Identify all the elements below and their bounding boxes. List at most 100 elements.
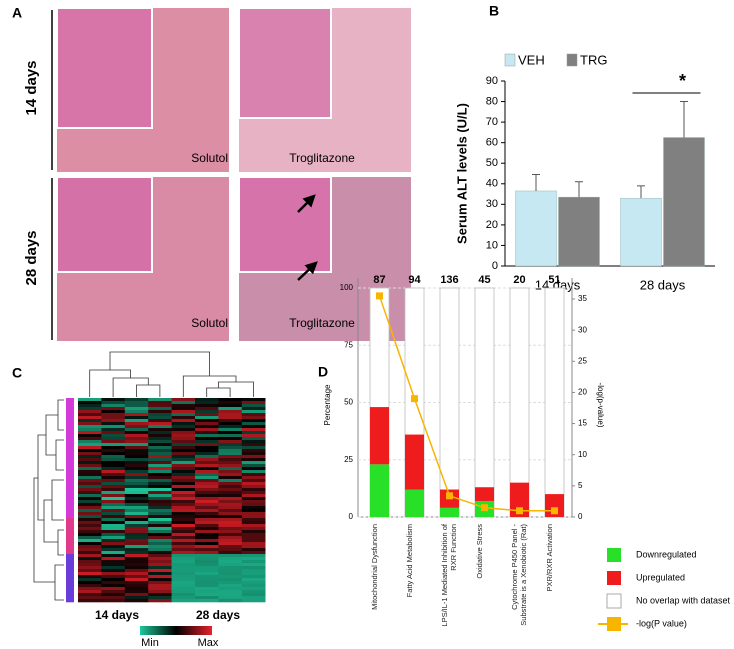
heatmap-cell — [101, 461, 126, 465]
heatmap-cell — [124, 491, 149, 495]
heatmap-cell — [195, 590, 219, 594]
heatmap-cell — [171, 416, 196, 420]
heatmap-cell — [101, 440, 126, 444]
cluster-bar — [66, 551, 74, 555]
heatmap-cell — [124, 545, 149, 549]
line-marker — [446, 492, 453, 500]
heatmap-cell — [171, 494, 196, 498]
heatmap-cell — [171, 572, 196, 576]
heatmap-cell — [171, 509, 196, 513]
heatmap-cell — [241, 524, 266, 528]
heatmap-cell — [218, 413, 243, 417]
heatmap-cell — [124, 413, 149, 417]
heatmap-cell — [218, 524, 243, 528]
heatmap-cell — [124, 575, 149, 579]
heatmap-cell — [195, 581, 219, 585]
heatmap-cell — [78, 560, 102, 564]
heatmap-cell — [101, 413, 126, 417]
dendrogram-link — [182, 375, 237, 397]
heatmap-cell — [148, 563, 172, 567]
heatmap-cell — [124, 485, 149, 489]
heatmap-cell — [148, 425, 172, 429]
cluster-bar — [66, 449, 74, 453]
cluster-bar — [66, 536, 74, 540]
heatmap-cell — [78, 446, 102, 450]
heatmap-cell — [78, 572, 102, 576]
heatmap-cell — [78, 530, 102, 534]
heatmap-cell — [195, 425, 219, 429]
panel-label: A — [12, 5, 22, 21]
heatmap-cell — [241, 464, 266, 468]
heatmap-cell — [241, 506, 266, 510]
heatmap-cell — [195, 500, 219, 504]
heatmap-cell — [241, 470, 266, 474]
heatmap-cell — [101, 485, 126, 489]
heatmap-cell — [195, 464, 219, 468]
heatmap-cell — [218, 473, 243, 477]
heatmap-cell — [218, 584, 243, 588]
heatmap-cell — [218, 530, 243, 534]
heatmap-cell — [195, 452, 219, 456]
bar — [515, 190, 557, 267]
cluster-bar — [66, 458, 74, 462]
heatmap-cell — [78, 563, 102, 567]
heatmap-cell — [171, 587, 196, 591]
cluster-bar — [66, 446, 74, 450]
heatmap-cell — [171, 443, 196, 447]
dendrogram-link — [43, 499, 58, 543]
heatmap-cell — [78, 497, 102, 501]
heatmap-cell — [218, 590, 243, 594]
heatmap-cell — [101, 416, 126, 420]
heatmap-cell — [148, 479, 172, 483]
heatmap-cell — [241, 416, 266, 420]
heatmap-cell — [241, 575, 266, 579]
heatmap-cell — [124, 500, 149, 504]
row-label: 28 days — [23, 230, 40, 285]
heatmap-cell — [241, 494, 266, 498]
y-tick-label: 0 — [492, 260, 498, 272]
heatmap-cell — [195, 524, 219, 528]
heatmap-cell — [124, 551, 149, 555]
column-total: 51 — [548, 274, 560, 286]
cluster-bar — [66, 566, 74, 570]
heatmap-cell — [148, 452, 172, 456]
heatmap-cell — [171, 500, 196, 504]
image-caption: Troglitazone — [289, 316, 355, 330]
line-marker — [516, 507, 523, 515]
heatmap-cell — [241, 530, 266, 534]
heatmap-cell — [171, 428, 196, 432]
heatmap-cell — [101, 401, 126, 405]
heatmap-cell — [171, 560, 196, 564]
heatmap-cell — [218, 515, 243, 519]
legend-label: TRG — [580, 52, 607, 67]
heatmap-cell — [78, 488, 102, 492]
heatmap-cell — [101, 560, 126, 564]
dendrogram-link — [109, 351, 210, 376]
heatmap-cell — [171, 524, 196, 528]
heatmap-cell — [171, 476, 196, 480]
heatmap-cell — [148, 509, 172, 513]
line — [378, 295, 555, 512]
y2-tick-label: 15 — [578, 419, 587, 428]
heatmap-cell — [101, 542, 126, 546]
cluster-bar — [66, 413, 74, 417]
heatmap-cell — [218, 509, 243, 513]
heatmap-cell — [171, 539, 196, 543]
heatmap-cell — [124, 479, 149, 483]
heatmap-cell — [218, 482, 243, 486]
line-marker — [481, 504, 488, 512]
cluster-bar — [66, 518, 74, 522]
heatmap-cell — [171, 554, 196, 558]
heatmap-cell — [218, 554, 243, 558]
heatmap-cell — [218, 512, 243, 516]
heatmap-cell — [101, 449, 126, 453]
bar-segment — [475, 487, 494, 501]
heatmap-cell — [195, 551, 219, 555]
heatmap-cell — [195, 488, 219, 492]
heatmap-cell — [124, 458, 149, 462]
heatmap-cell — [78, 473, 102, 477]
heatmap-cell — [148, 503, 172, 507]
cluster-bar — [66, 599, 74, 603]
heatmap-cell — [78, 458, 102, 462]
heatmap-cell — [78, 452, 102, 456]
